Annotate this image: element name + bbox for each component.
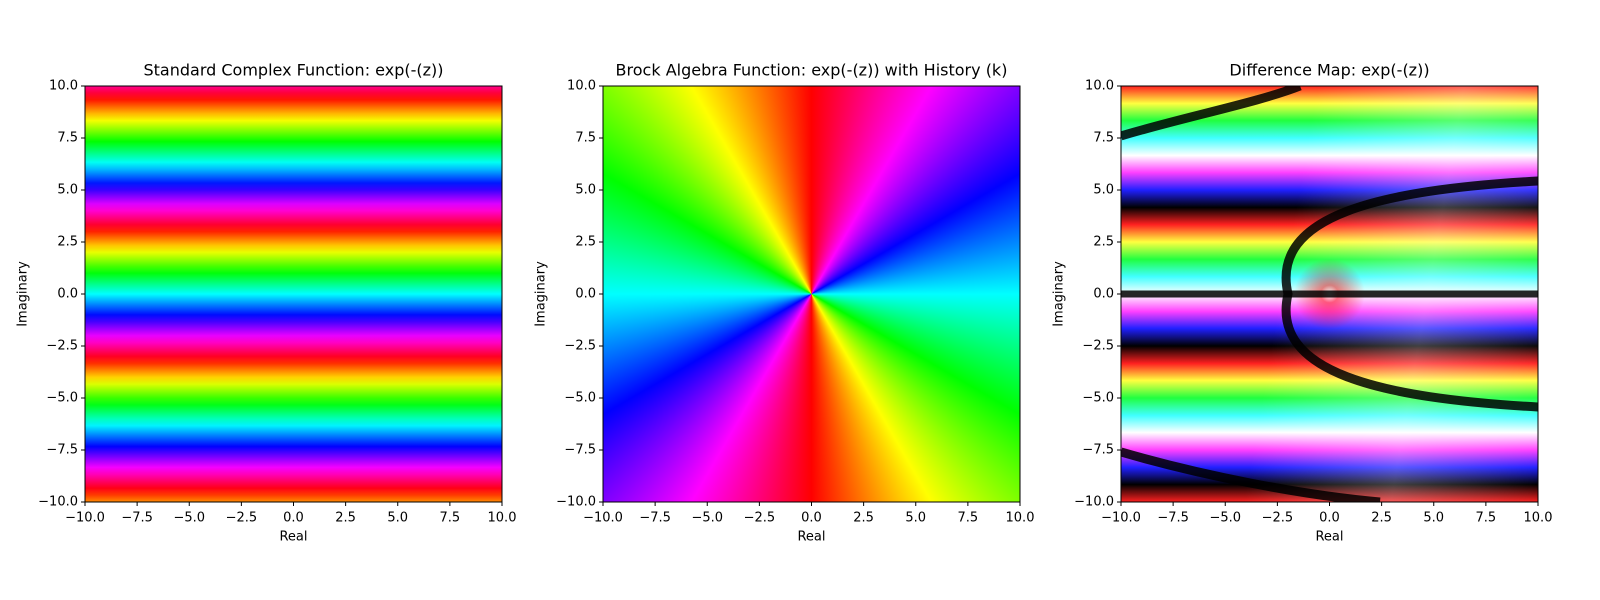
x-tick-label: −7.5 [121, 511, 153, 526]
x-tick-label: −7.5 [639, 511, 671, 526]
y-tick-label: 2.5 [575, 235, 596, 250]
y-tick-label: −2.5 [1082, 339, 1114, 354]
x-tick-label: 10.0 [1006, 511, 1035, 526]
x-tick-label: 0.0 [283, 511, 304, 526]
zero-curves [1121, 86, 1538, 502]
x-tick-label: 2.5 [1371, 511, 1392, 526]
y-tick-label: −2.5 [564, 339, 596, 354]
x-tick-label: −10.0 [1101, 511, 1141, 526]
y-tick-label: −7.5 [46, 443, 78, 458]
zero-curve [1121, 447, 1381, 502]
x-tick-label: −5.0 [691, 511, 723, 526]
x-tick-label: 10.0 [488, 511, 517, 526]
zero-curve [1121, 86, 1302, 141]
x-tick-label: 2.5 [853, 511, 874, 526]
frame [602, 85, 1021, 503]
y-tick-label: 7.5 [575, 131, 596, 146]
y-tick-label: 10.0 [567, 79, 596, 94]
y-tick-label: −10.0 [1074, 495, 1114, 510]
y-tick-label: −10.0 [556, 495, 596, 510]
y-tick-label: 2.5 [1093, 235, 1114, 250]
x-tick-label: −5.0 [173, 511, 205, 526]
y-tick-label: −7.5 [1082, 443, 1114, 458]
y-tick-label: 5.0 [57, 183, 78, 198]
y-axis-label: Imaginary [16, 261, 31, 327]
x-tick-label: 2.5 [335, 511, 356, 526]
y-tick-label: 0.0 [575, 287, 596, 302]
x-tick-label: 5.0 [387, 511, 408, 526]
y-tick-label: 7.5 [57, 131, 78, 146]
x-tick-label: −2.5 [1262, 511, 1294, 526]
y-tick-label: 0.0 [1093, 287, 1114, 302]
color-map [603, 86, 1020, 502]
chart-title: Difference Map: exp(-(z)) [1229, 61, 1429, 80]
y-tick-label: −5.0 [46, 391, 78, 406]
x-tick-label: 7.5 [1476, 511, 1497, 526]
chart-title: Standard Complex Function: exp(-(z)) [144, 61, 444, 80]
x-axis-label: Real [797, 530, 825, 545]
y-axis-label: Imaginary [1052, 261, 1067, 327]
y-tick-label: −5.0 [1082, 391, 1114, 406]
y-tick-label: 5.0 [575, 183, 596, 198]
x-tick-label: 5.0 [905, 511, 926, 526]
x-tick-label: 7.5 [958, 511, 979, 526]
x-tick-label: −5.0 [1209, 511, 1241, 526]
x-tick-label: 7.5 [440, 511, 461, 526]
x-tick-label: 10.0 [1524, 511, 1553, 526]
x-tick-label: −7.5 [1157, 511, 1189, 526]
x-axis-label: Real [1315, 530, 1343, 545]
y-tick-label: 2.5 [57, 235, 78, 250]
x-axis-label: Real [279, 530, 307, 545]
y-tick-label: 0.0 [57, 287, 78, 302]
color-map [85, 86, 502, 502]
y-tick-label: 5.0 [1093, 183, 1114, 198]
chart-title: Brock Algebra Function: exp(-(z)) with H… [616, 61, 1008, 80]
x-tick-label: −10.0 [65, 511, 105, 526]
x-tick-label: 0.0 [801, 511, 822, 526]
x-tick-label: 5.0 [1423, 511, 1444, 526]
y-tick-label: 10.0 [1085, 79, 1114, 94]
x-tick-label: −2.5 [744, 511, 776, 526]
x-tick-label: −2.5 [226, 511, 258, 526]
y-tick-label: 7.5 [1093, 131, 1114, 146]
frame [84, 85, 503, 503]
x-tick-label: −10.0 [583, 511, 623, 526]
x-tick-label: 0.0 [1319, 511, 1340, 526]
y-tick-label: −2.5 [46, 339, 78, 354]
y-tick-label: 10.0 [49, 79, 78, 94]
y-axis-label: Imaginary [534, 261, 549, 327]
y-tick-label: −10.0 [38, 495, 78, 510]
y-tick-label: −5.0 [564, 391, 596, 406]
y-tick-label: −7.5 [564, 443, 596, 458]
